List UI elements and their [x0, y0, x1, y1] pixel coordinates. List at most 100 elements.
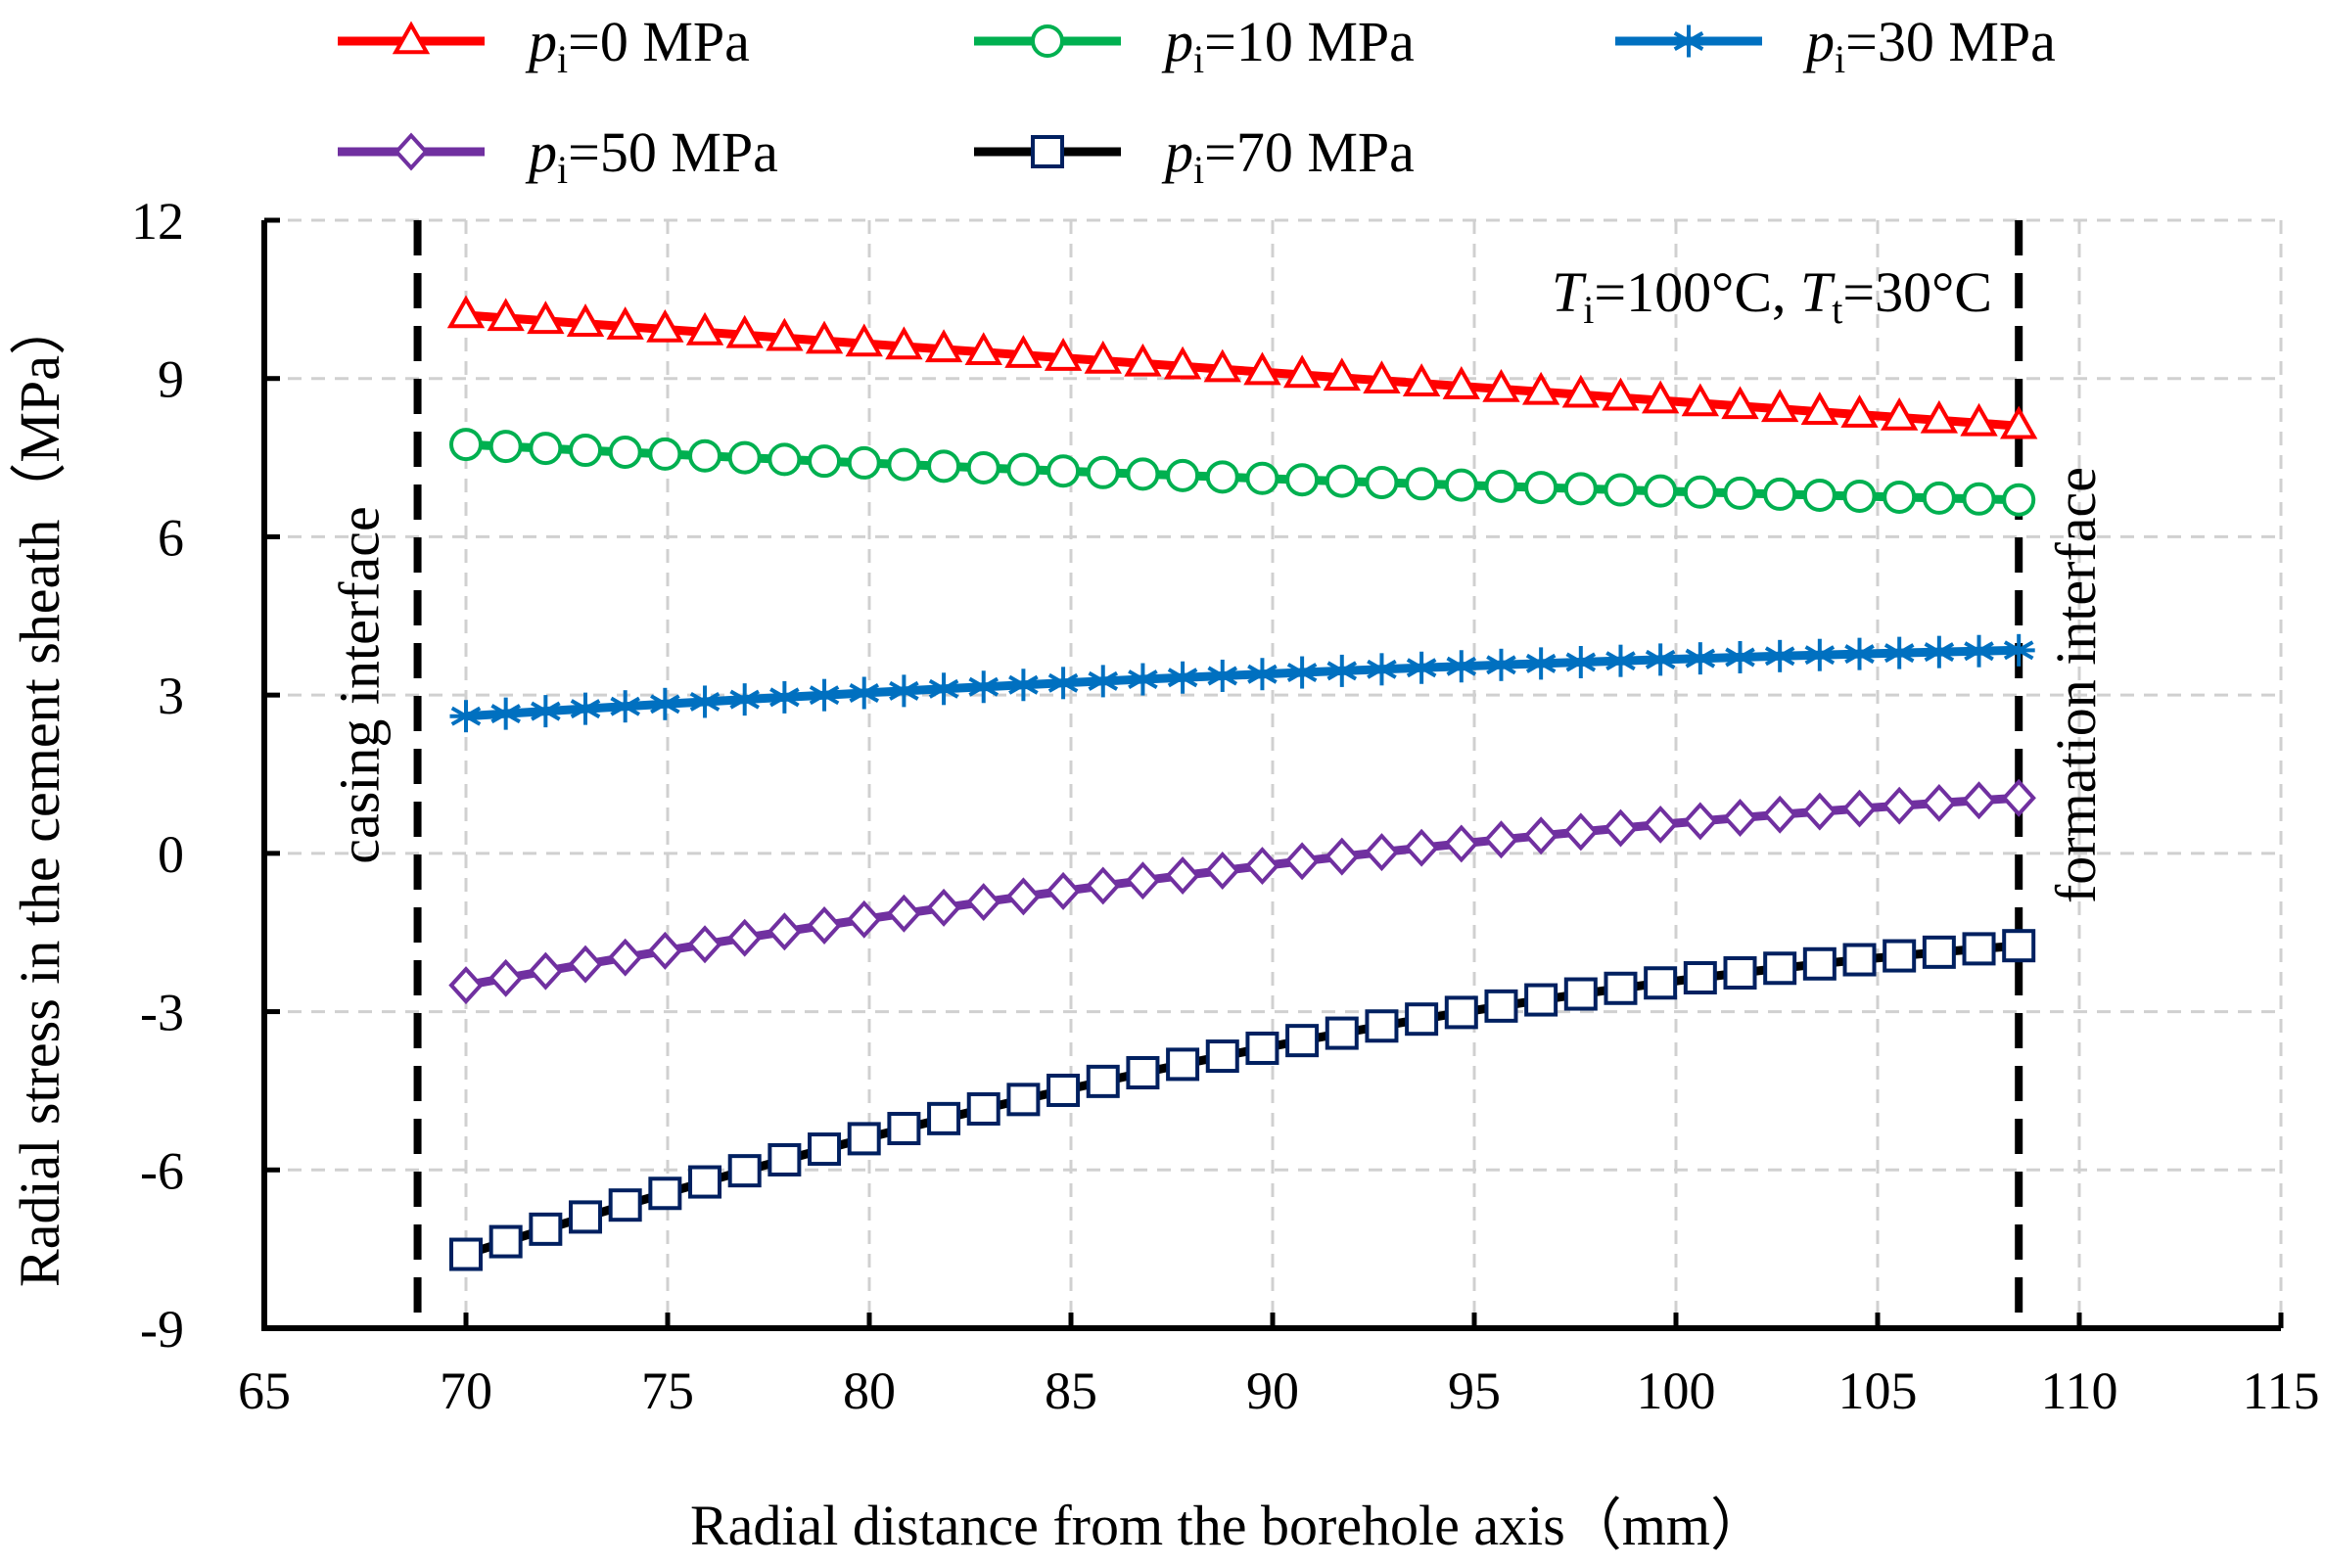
data-point: [1285, 463, 1320, 497]
data-point: [845, 323, 883, 357]
data-point: [1563, 472, 1598, 506]
data-point: [1086, 1064, 1120, 1098]
data-point: [1405, 467, 1439, 501]
data-point: [1205, 852, 1240, 890]
legend: pi=0 MPa pi=10 MPa pi=30 MPa pi=50 MPa pi=70…: [338, 10, 2056, 192]
y-tick-label: 3: [158, 667, 184, 725]
legend-item-5: pi=70 MPa: [974, 120, 1415, 192]
data-point: [1126, 663, 1159, 696]
data-point: [927, 1101, 961, 1135]
data-point: [448, 966, 484, 1005]
data-point: [569, 434, 603, 468]
data-point: [1046, 871, 1081, 910]
data-point: [1006, 1083, 1041, 1117]
data-point: [488, 1224, 523, 1259]
legend-item-4: pi=50 MPa: [338, 120, 778, 192]
data-point: [807, 906, 842, 945]
data-point: [767, 680, 801, 714]
data-point: [1802, 792, 1837, 831]
data-point: [1363, 360, 1401, 394]
data-point: [1126, 457, 1160, 491]
data-point: [1044, 338, 1083, 371]
data-point: [566, 303, 605, 337]
data-point: [489, 697, 523, 730]
data-point: [606, 306, 644, 340]
data-point: [1723, 476, 1757, 510]
data-point: [1883, 480, 1917, 514]
legend-item-1: pi=0 MPa: [338, 10, 750, 81]
data-point: [1405, 651, 1438, 684]
data-point: [767, 1142, 802, 1176]
data-point: [1760, 389, 1799, 423]
data-point: [1245, 1031, 1279, 1065]
data-point: [1763, 477, 1797, 511]
data-point: [1960, 402, 1998, 437]
data-point: [648, 437, 682, 471]
data-point: [924, 329, 963, 363]
data-point: [1203, 348, 1241, 383]
data-point: [688, 438, 722, 473]
data-point: [1404, 828, 1439, 867]
data-point: [808, 444, 842, 479]
data-point: [1006, 669, 1040, 702]
data-point: [1722, 799, 1758, 837]
data-point: [966, 1091, 1000, 1126]
data-point: [569, 692, 602, 725]
x-tick-label: 105: [1838, 1361, 1918, 1420]
data-point: [449, 700, 483, 733]
data-point: [1325, 837, 1360, 876]
data-point: [1365, 1009, 1399, 1043]
data-point: [1365, 653, 1398, 686]
data-point: [1084, 340, 1122, 374]
series-2: [449, 428, 2036, 517]
formation-interface-label: formation interface: [2044, 467, 2108, 903]
data-point: [2002, 483, 2036, 517]
data-point: [1245, 658, 1279, 691]
data-point: [1963, 634, 1996, 668]
x-tick-label: 80: [843, 1361, 896, 1420]
data-point: [1602, 377, 1640, 411]
data-point: [847, 445, 881, 480]
data-point: [1802, 946, 1837, 981]
y-tick-label: -3: [140, 984, 184, 1042]
data-point: [1521, 371, 1560, 405]
data-point: [727, 1154, 762, 1188]
data-point: [687, 925, 722, 964]
data-point: [926, 888, 961, 927]
data-point: [1364, 833, 1400, 872]
series-line: [464, 941, 2020, 1259]
data-point: [1365, 465, 1399, 499]
data-point: [847, 899, 882, 939]
data-point: [726, 918, 763, 957]
data-point: [1922, 783, 1957, 822]
data-point: [1166, 661, 1199, 694]
data-point: [487, 298, 525, 332]
data-point: [1841, 789, 1878, 828]
data-point: [1923, 635, 1956, 669]
legend-item-2: pi=10 MPa: [974, 10, 1415, 81]
data-point: [1444, 468, 1478, 502]
data-point: [1763, 639, 1796, 672]
data-point: [569, 1200, 603, 1234]
data-point: [1046, 667, 1080, 700]
y-axis-label: Radial stress in the cement sheath（MPa）: [8, 299, 71, 1287]
data-point: [1282, 354, 1322, 389]
data-point: [1672, 24, 1705, 58]
data-point: [1524, 647, 1558, 680]
series-line: [465, 645, 2020, 721]
data-point: [528, 951, 564, 991]
series-1: [446, 295, 2038, 439]
legend-item-3: pi=30 MPa: [1615, 10, 2056, 81]
data-point: [1564, 646, 1598, 679]
data-point: [1524, 983, 1558, 1017]
data-point: [1405, 1002, 1439, 1037]
data-point: [1482, 368, 1520, 402]
series-5: [449, 929, 2036, 1271]
data-point: [1165, 856, 1200, 895]
data-point: [1803, 638, 1837, 671]
data-point: [1205, 1039, 1239, 1074]
x-tick-label: 65: [238, 1361, 291, 1420]
data-point: [685, 311, 724, 346]
data-point: [1125, 861, 1161, 900]
